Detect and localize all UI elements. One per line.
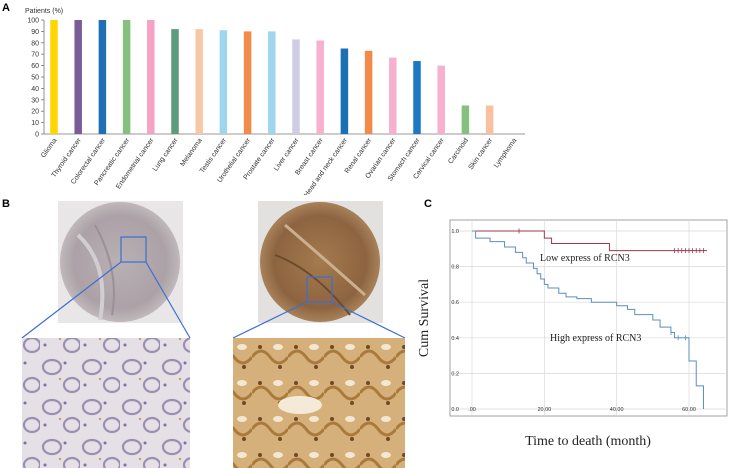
high-zoom-box: [306, 276, 333, 303]
bar: [340, 48, 349, 134]
x-axis-label: Time to death (month): [525, 434, 651, 449]
x-tick-label: Lung cancer: [152, 137, 180, 173]
low-expression-tma-core: [60, 202, 180, 322]
ihc-images: [21, 201, 406, 468]
low-expression-curve-label: Low express of RCN3: [540, 253, 630, 264]
bar: [50, 20, 58, 134]
y-tick-label: 70: [31, 52, 39, 59]
low-expression-zoom-image: [22, 338, 190, 468]
y-tick-label: 0.0: [451, 407, 459, 413]
bar: [98, 20, 107, 134]
survival-chart: 0.0 0.2 0.4 0.6 0.8 1.0 .00 20.00 40.00 60.00 Lo…: [417, 219, 728, 449]
bar: [122, 20, 131, 134]
panel-label-b: B: [2, 198, 10, 210]
y-tick-label: 10: [31, 120, 39, 127]
bar: [461, 105, 470, 134]
x-tick-label: Head and neck cancer: [303, 137, 349, 195]
low-zoom-box: [120, 236, 147, 263]
high-expression-tma-core: [260, 202, 380, 322]
bar: [437, 65, 445, 134]
bar: [147, 20, 155, 134]
panel-label-a: A: [2, 2, 10, 14]
x-tick-label: 20.00: [537, 407, 551, 413]
bar: [364, 50, 373, 134]
bar-chart: Patients (%) 0 10 20 30 40 50 60 70 80 90 100 Glio…: [25, 8, 525, 195]
bar: [292, 39, 300, 134]
y-tick-label: 60: [31, 63, 39, 70]
bar: [485, 105, 494, 134]
y-tick-label: 80: [31, 40, 39, 47]
y-tick-label: 100: [27, 18, 39, 25]
x-tick-label: Lymphoma: [493, 137, 519, 169]
y-tick-label: 0.2: [451, 371, 459, 377]
survival-curve: [472, 230, 708, 252]
x-tick-label: 40.00: [610, 407, 624, 413]
bar: [171, 29, 179, 134]
x-tick-label: 60.00: [682, 407, 696, 413]
bar: [316, 40, 324, 134]
y-tick-label: 90: [31, 29, 39, 36]
y-tick-label: 50: [31, 75, 39, 82]
y-tick-label: 30: [31, 97, 39, 104]
plot-frame: [449, 219, 728, 417]
y-tick-label: 20: [31, 109, 39, 116]
x-tick-label: Liver cancer: [273, 137, 301, 173]
y-tick-label: 0: [35, 132, 39, 139]
high-expression-curve-label: High express of RCN3: [550, 333, 641, 344]
x-tick-label: Melanoma: [179, 137, 204, 168]
y-tick-label: 1.0: [451, 229, 459, 235]
y-tick-label: 40: [31, 86, 39, 93]
bar: [413, 61, 421, 134]
y-tick-label: 0.6: [451, 300, 459, 306]
y-axis-label: Patients (%): [25, 8, 63, 15]
y-tick-label: 0.8: [451, 265, 459, 271]
x-tick-label: Skin cancer: [468, 137, 495, 172]
bar: [74, 20, 82, 134]
x-tick-label: .00: [468, 407, 476, 413]
x-tick-label: Carcinoid: [447, 137, 470, 165]
y-tick-label: 0.4: [451, 336, 459, 342]
bar: [243, 31, 252, 134]
bar: [389, 57, 397, 135]
y-axis-label: Cum Survival: [417, 279, 432, 357]
panel-label-c: C: [424, 198, 432, 210]
x-tick-label: Glioma: [40, 137, 59, 159]
bar: [268, 31, 276, 134]
bar: [195, 29, 203, 134]
bar: [219, 30, 228, 134]
